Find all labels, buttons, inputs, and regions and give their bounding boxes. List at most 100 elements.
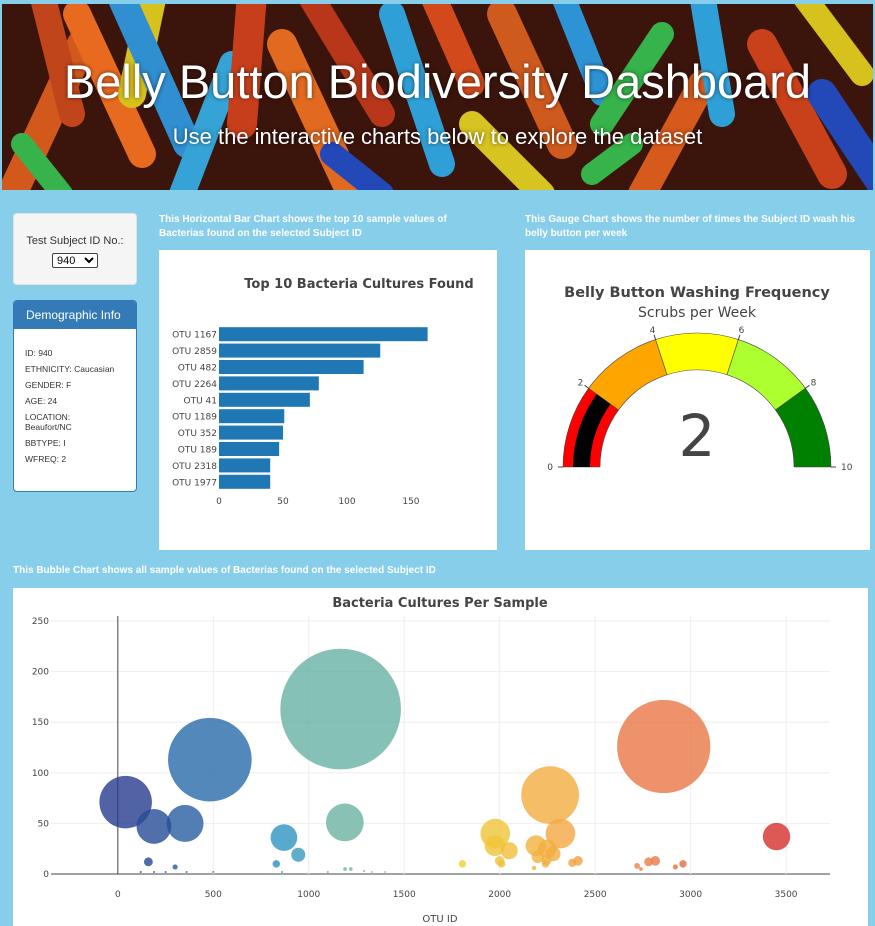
bubble-x-tick-label: 500 (205, 890, 222, 900)
demographic-item-wfreq: WFREQ: 2 (25, 454, 67, 464)
demographic-panel-heading: Demographic Info (14, 301, 136, 329)
gauge-tick-label: 10 (841, 463, 853, 473)
gauge-tick (584, 384, 589, 389)
gauge-chart-caption: This Gauge Chart shows the number of tim… (525, 214, 856, 239)
bar-category-label: OTU 2318 (172, 462, 217, 472)
bubble-point (650, 856, 661, 866)
bar-x-tick-label: 50 (277, 497, 289, 507)
bubble-point (497, 860, 506, 868)
bubble-point (172, 864, 178, 870)
gauge-value: 2 (679, 402, 716, 470)
bubble-point (521, 766, 579, 824)
gauge-tick-label: 4 (650, 326, 656, 336)
bar-category-label: OTU 41 (184, 396, 217, 406)
bubble-point (343, 867, 347, 871)
gauge-step-band (775, 387, 832, 468)
bubble-point (325, 803, 364, 842)
bubble-point (326, 870, 329, 873)
header-banner: Belly Button Biodiversity Dashboard Use … (2, 4, 873, 190)
bubble-y-tick-label: 250 (32, 617, 49, 627)
gauge-value-bar (573, 394, 611, 467)
bubble-point (634, 862, 641, 869)
bubble-y-tick-label: 100 (32, 769, 49, 779)
demographic-info-list: ID: 940 ETHNICITY: Caucasian GENDER: F A… (14, 329, 136, 464)
bar-mark (219, 343, 381, 358)
bar-mark (219, 425, 283, 440)
bar-category-label: OTU 2859 (172, 347, 217, 357)
bar-mark (219, 360, 364, 374)
bar-mark (219, 442, 280, 456)
bubble-y-tick-label: 0 (43, 870, 49, 880)
bar-x-tick-label: 100 (338, 497, 355, 507)
bar-mark (219, 327, 428, 342)
subject-id-select[interactable]: 940 (52, 253, 98, 268)
bubble-x-tick-label: 0 (115, 890, 121, 900)
bubble-x-tick-label: 1000 (297, 890, 320, 900)
bubble-point (143, 857, 153, 867)
bubble-point (99, 775, 152, 829)
bar-category-label: OTU 352 (178, 429, 217, 439)
bubble-point (348, 867, 353, 871)
bubble-x-tick-label: 1500 (393, 890, 416, 900)
bar-mark (219, 458, 271, 473)
bubble-chart-xlabel: OTU ID (422, 914, 457, 925)
page-title: Belly Button Biodiversity Dashboard (63, 55, 812, 108)
bubble-x-tick-label: 2500 (584, 890, 607, 900)
demographic-panel: Demographic Info ID: 940 ETHNICITY: Cauc… (13, 300, 137, 492)
gauge-tick (805, 384, 810, 389)
bar-chart[interactable]: Top 10 Bacteria Cultures Found 0 50 100 150… (159, 250, 497, 550)
bubble-point (672, 864, 678, 870)
bar-x-tick-label: 0 (216, 497, 222, 507)
bubble-point (541, 860, 550, 868)
bubble-point (153, 870, 156, 873)
demographic-item-id: ID: 940 (25, 348, 53, 358)
bar-chart-card: Top 10 Bacteria Cultures Found 0 50 100 150… (159, 250, 497, 550)
gauge-tick-label: 0 (547, 463, 553, 473)
subject-selector-label: Test Subject ID No.: (26, 235, 124, 247)
bacteria-banner-image (2, 4, 873, 190)
bubble-point (384, 870, 387, 873)
bubble-point (531, 850, 545, 864)
bubble-y-tick-label: 200 (32, 668, 49, 678)
bar-mark (219, 474, 271, 489)
bubble-chart-title: Bacteria Cultures Per Sample (332, 596, 548, 611)
bubble-y-tick-label: 150 (32, 718, 49, 728)
bubble-point (644, 857, 654, 867)
bubble-point (291, 847, 306, 862)
bubble-point (545, 818, 576, 849)
demographic-item-bbtype: BBTYPE: I (25, 438, 66, 448)
gauge-tick (737, 334, 741, 340)
bubble-point (679, 860, 687, 868)
demographic-item-age: AGE: 24 (25, 396, 58, 406)
bubble-point (568, 858, 577, 867)
gauge-tick (653, 334, 657, 340)
bubble-x-tick-label: 3500 (775, 890, 798, 900)
bar-category-label: OTU 2264 (172, 380, 217, 390)
bar-mark (219, 409, 285, 424)
bubble-chart[interactable]: Bacteria Cultures Per Sample 0 50 100 150 20… (13, 588, 868, 926)
gauge-tick-label: 6 (739, 326, 745, 336)
bubble-point (280, 648, 401, 770)
bubble-point (617, 699, 711, 794)
bar-category-label: OTU 1167 (172, 331, 217, 341)
bubble-point (139, 870, 142, 873)
bubble-point (136, 809, 172, 844)
demographic-item-location: LOCATION: Beaufort/NC (25, 412, 72, 432)
bubble-point (370, 870, 373, 873)
bubble-point (270, 824, 298, 851)
bubble-chart-caption: This Bubble Chart shows all sample value… (13, 565, 436, 576)
gauge-tick-label: 8 (811, 378, 817, 388)
bubble-point (185, 870, 188, 873)
bubble-point (458, 860, 467, 868)
bar-category-label: OTU 189 (178, 446, 217, 456)
page-subtitle: Use the interactive charts below to expl… (172, 124, 703, 149)
bubble-point (363, 869, 366, 873)
bubble-point (281, 870, 284, 873)
bubble-x-tick-label: 2000 (488, 890, 511, 900)
gauge-chart-subtitle: Scrubs per Week (638, 305, 757, 321)
bar-chart-title: Top 10 Bacteria Cultures Found (244, 277, 473, 292)
bar-mark (219, 392, 310, 407)
demographic-item-ethnicity: ETHNICITY: Caucasian (25, 364, 115, 374)
gauge-chart[interactable]: Belly Button Washing Frequency Scrubs pe… (525, 250, 870, 550)
bubble-point (164, 870, 167, 873)
